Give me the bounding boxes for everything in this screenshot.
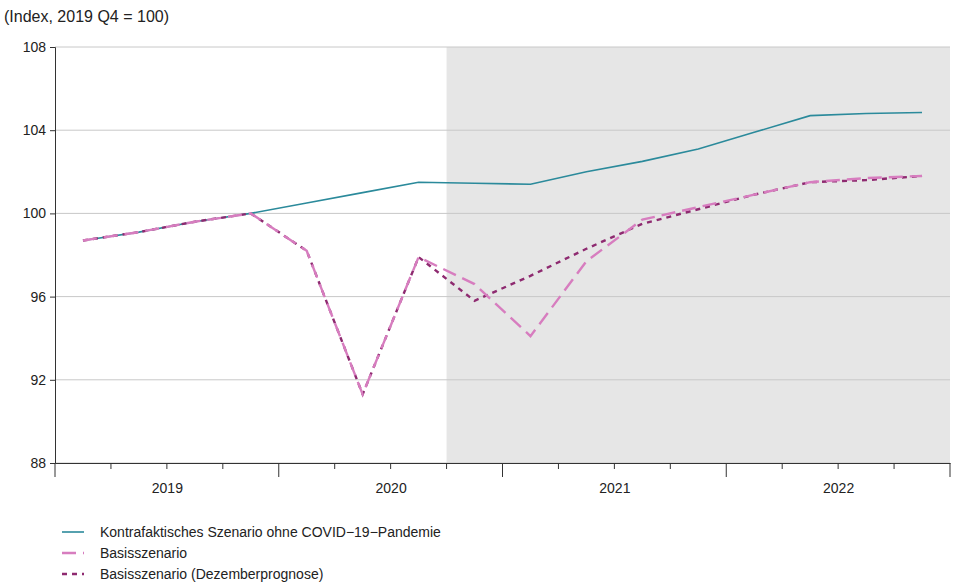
x-separator (614, 463, 615, 469)
x-axis: 2019 2020 2021 2022 (56, 463, 951, 496)
x-separator (222, 463, 223, 469)
y-tick-mark (50, 213, 55, 214)
legend: Kontrafaktisches Szenario ohne COVID−19−… (62, 524, 441, 582)
legend-swatch (62, 552, 84, 554)
y-tick-mark (50, 130, 55, 131)
y-tick: 92 (30, 372, 55, 388)
y-axis: 88 92 96 100 104 108 (23, 39, 56, 471)
x-separator (390, 463, 391, 469)
y-tick-mark (50, 380, 55, 381)
x-separators (55, 463, 950, 477)
y-tick-label: 108 (23, 39, 47, 55)
y-tick-label: 88 (30, 455, 46, 471)
x-separator (558, 463, 559, 469)
x-separator (670, 463, 671, 469)
x-tick: 2019 (152, 463, 183, 496)
x-tick-label: 2020 (376, 480, 407, 496)
legend-item: Basisszenario (Dezemberprognose) (62, 566, 323, 582)
y-tick: 104 (23, 122, 55, 138)
grid-line (55, 213, 950, 214)
x-separator (502, 463, 503, 477)
y-tick-mark (50, 47, 55, 48)
legend-label: Basisszenario (100, 545, 187, 561)
y-tick: 108 (23, 39, 55, 55)
x-separator (334, 463, 335, 469)
legend-label: Kontrafaktisches Szenario ohne COVID−19−… (100, 524, 441, 540)
y-tick-mark (50, 463, 55, 464)
chart: (Index, 2019 Q4 = 100) 88 92 96 100 104 108 201… (0, 0, 960, 586)
x-tick: 2022 (823, 463, 854, 496)
y-tick: 96 (30, 289, 55, 305)
shaded-region (447, 47, 950, 463)
x-tick: 2020 (376, 463, 407, 496)
x-separator (950, 463, 951, 477)
grid (55, 47, 950, 463)
x-separator (838, 463, 839, 469)
grid-line (55, 379, 950, 380)
series-line (83, 176, 922, 394)
x-tick-label: 2022 (823, 480, 854, 496)
x-separator (726, 463, 727, 477)
y-tick-mark (50, 297, 55, 298)
x-separator (894, 463, 895, 469)
y-tick-label: 92 (30, 372, 46, 388)
x-tick-label: 2019 (152, 480, 183, 496)
grid-line (55, 47, 950, 48)
series-line (83, 176, 922, 394)
series-line (83, 113, 922, 241)
x-tick: 2021 (599, 463, 630, 496)
shade-group (447, 47, 950, 463)
y-tick-label: 104 (23, 122, 47, 138)
plot-area (83, 113, 922, 395)
grid-line (55, 296, 950, 297)
title: (Index, 2019 Q4 = 100) (4, 8, 169, 25)
x-separator (55, 463, 56, 477)
y-tick-label: 96 (30, 289, 46, 305)
y-tick-label: 100 (23, 205, 47, 221)
x-separator (166, 463, 167, 469)
grid-line (55, 130, 950, 131)
y-tick: 100 (23, 205, 55, 221)
legend-swatch (62, 531, 84, 533)
y-axis-line (50, 48, 56, 464)
y-tick: 88 (30, 455, 55, 471)
x-separator (278, 463, 279, 477)
x-tick-label: 2021 (599, 480, 630, 496)
x-separator (110, 463, 111, 469)
legend-item: Kontrafaktisches Szenario ohne COVID−19−… (62, 524, 441, 540)
x-separator (446, 463, 447, 469)
legend-swatch (62, 573, 84, 575)
legend-item: Basisszenario (62, 545, 187, 561)
x-separator (782, 463, 783, 469)
legend-label: Basisszenario (Dezemberprognose) (100, 566, 323, 582)
